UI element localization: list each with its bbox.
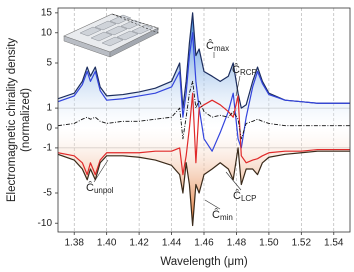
y-tick-label: 5 [46,58,52,69]
leader-line [204,199,221,210]
legend-label: ĈLCP [233,189,257,203]
x-tick-label: 1.50 [259,238,279,249]
x-tick-label: 1.42 [129,238,149,249]
x-tick-label: 1.54 [324,238,344,249]
y-tick-label: 10 [41,27,53,38]
inset-structure [63,13,159,58]
plot-area [58,8,350,232]
legend-name: LCP [241,194,257,203]
area-fill [58,12,350,128]
legend-name: min [220,213,233,222]
y-tick-label: 1 [46,103,52,114]
y-tick-label: -1 [43,143,52,154]
leader-line [225,171,242,191]
legend-name: RCP [240,68,257,77]
series-line [58,32,350,152]
x-axis-label: Wavelength (μm) [160,256,248,268]
legend-symbol: Ĉ [232,63,240,76]
legend-name: unpol [94,186,114,195]
leader-line [93,159,109,183]
legend-symbol: Ĉ [212,208,220,221]
x-tick-label: 1.46 [194,238,214,249]
legend-label: ĈRCP [232,63,257,77]
x-tick-label: 1.44 [162,238,182,249]
x-tick-label: 1.38 [64,238,84,249]
y-axis-label: Electromagnetic chirality density [6,38,18,203]
legend-symbol: Ĉ [206,39,214,52]
y-tick-label: -10 [38,218,53,229]
x-tick-label: 1.48 [227,238,247,249]
leader-line [235,75,241,97]
series-line [58,147,350,227]
y-axis-label: (normalized) [20,88,32,152]
y-tick-label: 0 [46,123,52,134]
series-line [58,80,350,140]
y-tick-label: 15 [41,8,53,19]
legend-label: Ĉunpol [86,181,114,195]
legend-name: max [214,44,229,53]
legend-symbol: Ĉ [86,181,94,194]
y-tick-label: -5 [43,188,52,199]
legend-symbol: Ĉ [233,189,241,202]
legend-label: Ĉmax [206,39,229,53]
legend-label: Ĉmin [212,208,233,222]
x-tick-label: 1.52 [292,238,312,249]
x-tick-label: 1.40 [97,238,117,249]
series-line [58,12,350,109]
series-line [58,92,350,176]
